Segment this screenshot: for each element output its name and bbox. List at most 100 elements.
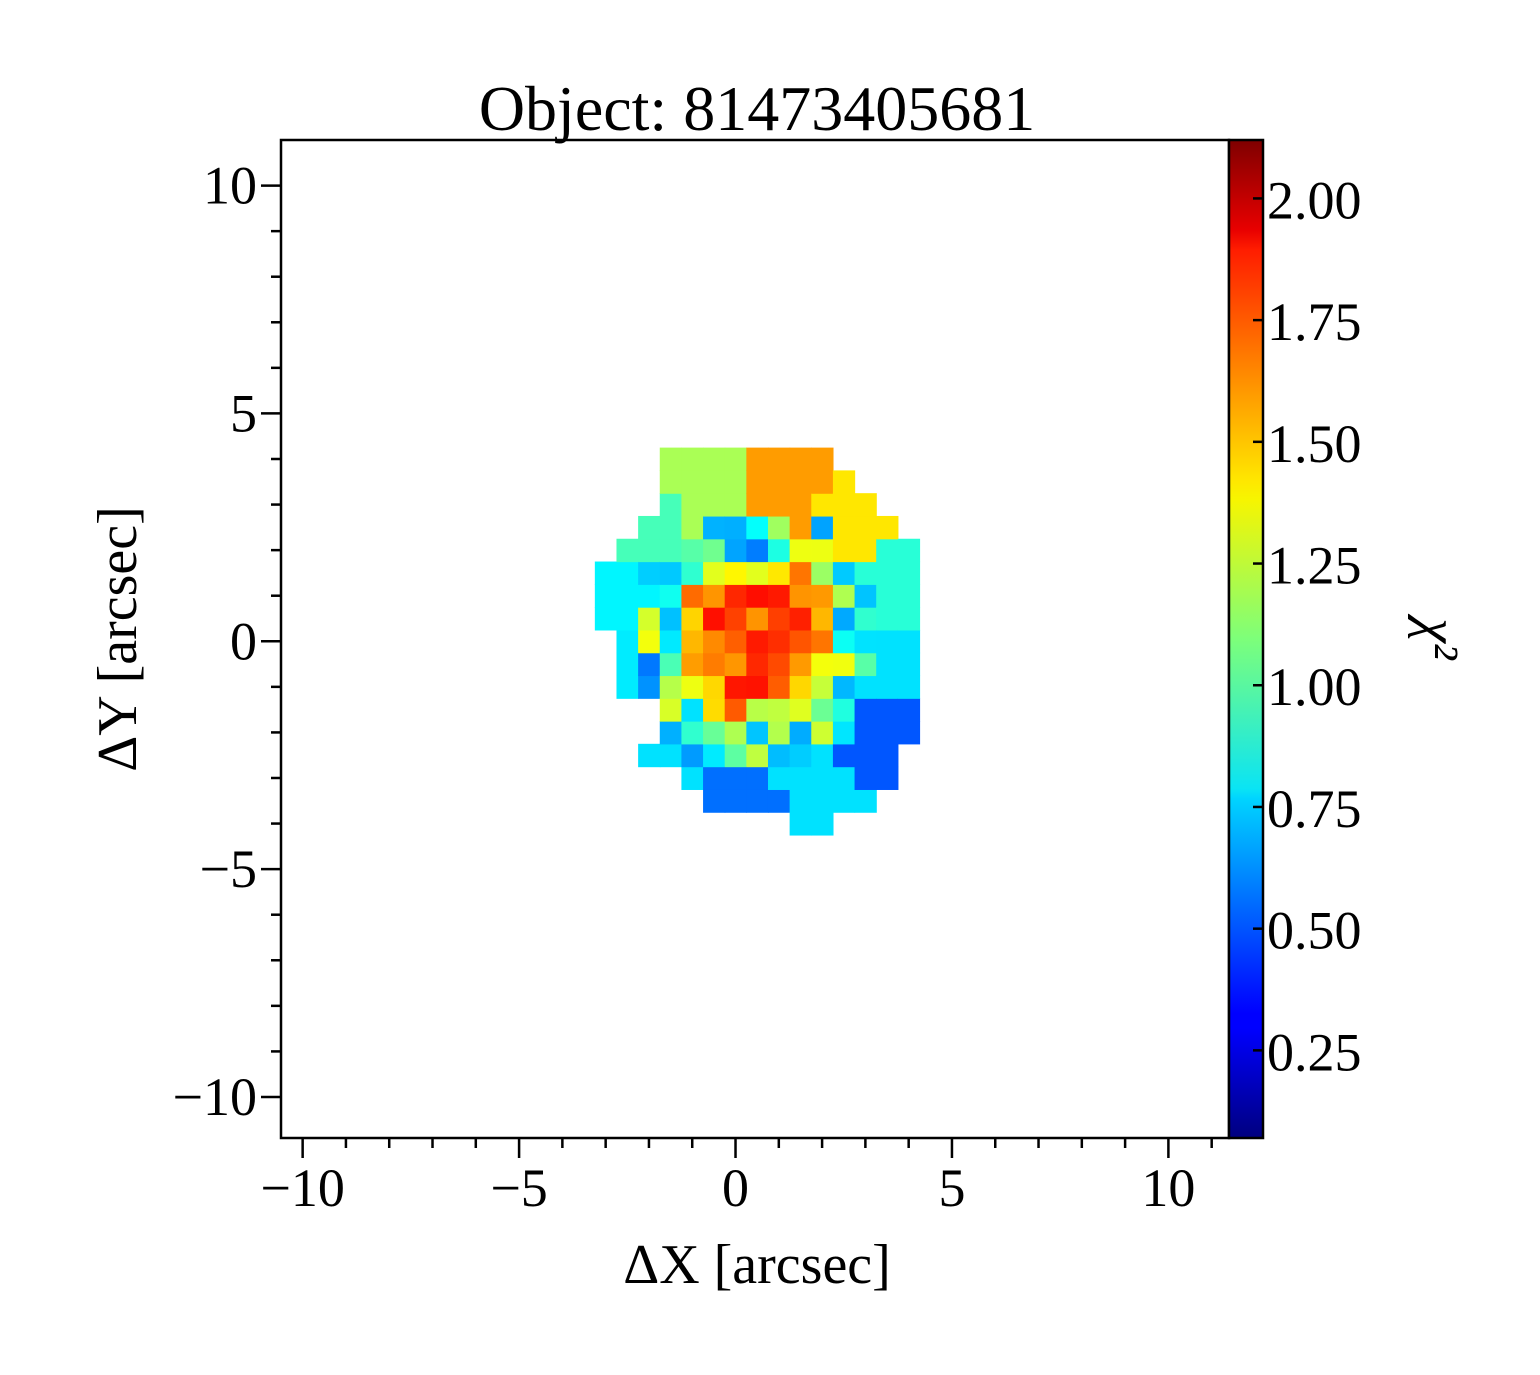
y-tick-label: 5 bbox=[230, 383, 257, 443]
map-pixel bbox=[616, 584, 639, 608]
x-axis-ticks: −10 −5 0 5 10 bbox=[260, 1138, 1213, 1218]
map-pixel bbox=[638, 675, 661, 699]
map-pixel bbox=[703, 652, 726, 677]
map-pixel bbox=[746, 447, 769, 471]
map-pixel bbox=[767, 629, 791, 654]
map-pixel bbox=[616, 675, 639, 699]
map-pixel bbox=[854, 629, 877, 654]
map-pixel bbox=[767, 721, 791, 745]
map-pixel bbox=[897, 561, 921, 585]
map-pixel bbox=[876, 561, 899, 585]
map-pixel bbox=[724, 789, 747, 813]
map-pixel bbox=[703, 584, 726, 608]
map-pixel bbox=[832, 470, 856, 494]
map-pixel bbox=[746, 743, 769, 768]
map-pixel bbox=[854, 652, 877, 677]
map-pixel bbox=[681, 629, 704, 654]
map-pixel bbox=[897, 652, 921, 677]
map-pixel bbox=[789, 447, 812, 471]
map-pixel bbox=[811, 538, 834, 563]
map-pixels bbox=[594, 447, 921, 836]
map-pixel bbox=[811, 607, 834, 631]
map-pixel bbox=[703, 538, 726, 563]
map-pixel bbox=[703, 561, 726, 585]
map-pixel bbox=[832, 652, 856, 677]
map-pixel bbox=[703, 766, 726, 790]
map-pixel bbox=[854, 584, 877, 608]
colorbar-tick-label: 1.00 bbox=[1267, 657, 1362, 717]
map-pixel bbox=[832, 698, 856, 722]
map-pixel bbox=[681, 652, 704, 677]
map-pixel bbox=[703, 675, 726, 699]
map-pixel bbox=[832, 538, 856, 563]
map-pixel bbox=[594, 584, 618, 608]
map-pixel bbox=[897, 698, 921, 722]
y-axis-label: ΔY [arcsec] bbox=[87, 506, 149, 772]
map-pixel bbox=[616, 561, 639, 585]
map-pixel bbox=[703, 515, 726, 540]
x-axis-label: ΔX [arcsec] bbox=[623, 1234, 891, 1296]
map-pixel bbox=[832, 607, 856, 631]
map-pixel bbox=[767, 652, 791, 677]
map-pixel bbox=[659, 584, 683, 608]
map-pixel bbox=[811, 698, 834, 722]
map-pixel bbox=[616, 538, 639, 563]
map-pixel bbox=[724, 561, 747, 585]
colorbar-tick-label: 1.50 bbox=[1267, 414, 1362, 474]
map-pixel bbox=[811, 561, 834, 585]
map-pixel bbox=[811, 584, 834, 608]
map-pixel bbox=[854, 698, 877, 722]
map-pixel bbox=[767, 447, 791, 471]
map-pixel bbox=[594, 561, 618, 585]
map-pixel bbox=[703, 743, 726, 768]
map-pixel bbox=[659, 561, 683, 585]
map-pixel bbox=[724, 629, 747, 654]
map-pixel bbox=[811, 743, 834, 768]
map-pixel bbox=[854, 561, 877, 585]
map-pixel bbox=[659, 675, 683, 699]
map-pixel bbox=[767, 698, 791, 722]
map-pixel bbox=[789, 561, 812, 585]
map-pixel bbox=[724, 743, 747, 768]
x-tick-label: −10 bbox=[260, 1158, 344, 1218]
map-pixel bbox=[789, 515, 812, 540]
map-pixel bbox=[789, 538, 812, 563]
map-pixel bbox=[681, 743, 704, 768]
map-pixel bbox=[659, 447, 683, 471]
map-pixel bbox=[767, 743, 791, 768]
map-pixel bbox=[811, 493, 834, 517]
map-pixel bbox=[789, 698, 812, 722]
map-pixel bbox=[767, 607, 791, 631]
map-pixel bbox=[681, 607, 704, 631]
map-pixel bbox=[811, 515, 834, 540]
map-pixel bbox=[703, 470, 726, 494]
map-pixel bbox=[746, 766, 769, 790]
map-pixel bbox=[638, 561, 661, 585]
map-pixel bbox=[876, 698, 899, 722]
map-pixel bbox=[854, 766, 877, 790]
map-pixel bbox=[767, 789, 791, 813]
map-pixel bbox=[854, 743, 877, 768]
map-pixel bbox=[767, 515, 791, 540]
map-pixel bbox=[832, 766, 856, 790]
map-pixel bbox=[703, 698, 726, 722]
map-pixel bbox=[811, 766, 834, 790]
map-pixel bbox=[681, 698, 704, 722]
map-pixel bbox=[746, 607, 769, 631]
map-pixel bbox=[746, 652, 769, 677]
map-pixel bbox=[724, 584, 747, 608]
map-pixel bbox=[638, 515, 661, 540]
map-pixel bbox=[659, 515, 683, 540]
map-pixel bbox=[724, 470, 747, 494]
map-pixel bbox=[832, 629, 856, 654]
map-pixel bbox=[746, 789, 769, 813]
map-pixel bbox=[832, 721, 856, 745]
map-pixel bbox=[724, 515, 747, 540]
map-pixel bbox=[746, 493, 769, 517]
map-pixel bbox=[724, 652, 747, 677]
map-pixel bbox=[789, 607, 812, 631]
map-pixel bbox=[703, 447, 726, 471]
map-pixel bbox=[767, 675, 791, 699]
map-pixel bbox=[659, 470, 683, 494]
